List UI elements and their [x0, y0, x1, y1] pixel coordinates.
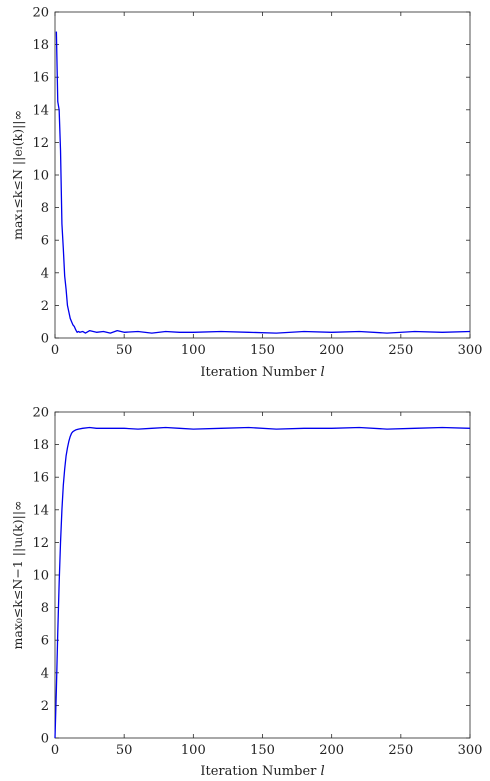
plot-frame [54, 411, 471, 739]
y-axis-label: max₁≤k≤N ||eₗ(k)||∞ [10, 110, 25, 240]
y-tick-label: 6 [41, 634, 49, 649]
y-tick-label: 8 [41, 601, 49, 616]
x-tick-label: 250 [388, 743, 413, 758]
x-tick-label: 300 [458, 343, 483, 358]
y-tick-label: 14 [32, 103, 49, 118]
x-axis-label-text: Iteration Number [200, 764, 320, 779]
y-tick-label: 10 [32, 569, 49, 584]
y-tick-label: 12 [32, 136, 49, 151]
y-tick-label: 0 [41, 332, 49, 347]
x-tick-label: 0 [51, 343, 59, 358]
y-tick-label: 16 [32, 471, 49, 486]
x-axis-label: Iteration Number l [200, 365, 324, 380]
series-line [55, 31, 471, 334]
x-tick-label: 0 [51, 743, 59, 758]
y-tick-label: 16 [32, 71, 49, 86]
y-tick-label: 2 [41, 699, 49, 714]
y-tick-label: 2 [41, 299, 49, 314]
x-tick-label: 200 [319, 743, 344, 758]
x-tick-label: 250 [388, 343, 413, 358]
chart-1: 0 50 100 150 200 250 300 0 2 4 6 8 10 12 14 16 18 20 Itera… [10, 6, 482, 381]
x-axis-label-var: l [321, 365, 325, 380]
plot-frame [54, 11, 471, 339]
y-tick-label: 12 [32, 536, 49, 551]
y-axis-label: max₀≤k≤N−1 ||uₗ(k)||∞ [10, 501, 25, 650]
x-axis-label-text: Iteration Number [200, 365, 320, 380]
x-axis-label: Iteration Number l [200, 764, 324, 779]
y-tick-label: 18 [32, 38, 49, 53]
x-tick-label: 200 [319, 343, 344, 358]
x-tick-label: 150 [250, 743, 275, 758]
x-tick-label: 50 [116, 743, 133, 758]
y-tick-label: 0 [41, 732, 49, 747]
y-tick-label: 4 [41, 666, 49, 681]
y-tick-label: 4 [41, 266, 49, 281]
y-tick-label: 20 [32, 406, 49, 421]
y-tick-label: 20 [32, 6, 49, 21]
x-tick-label: 50 [116, 343, 133, 358]
y-tick-label: 14 [32, 503, 49, 518]
x-tick-label: 100 [181, 343, 206, 358]
series-line [54, 426, 471, 739]
x-tick-label: 100 [181, 743, 206, 758]
y-tick-label: 6 [41, 234, 49, 249]
y-tick-label: 18 [32, 438, 49, 453]
x-tick-label: 150 [250, 343, 275, 358]
x-axis-label-var: l [321, 764, 325, 779]
y-tick-label: 8 [41, 201, 49, 216]
x-tick-label: 300 [458, 743, 483, 758]
y-tick-label: 10 [32, 169, 49, 184]
chart-2: 0 50 100 150 200 250 300 0 2 4 6 8 10 12 14 16 18 20 Itera… [10, 406, 482, 780]
